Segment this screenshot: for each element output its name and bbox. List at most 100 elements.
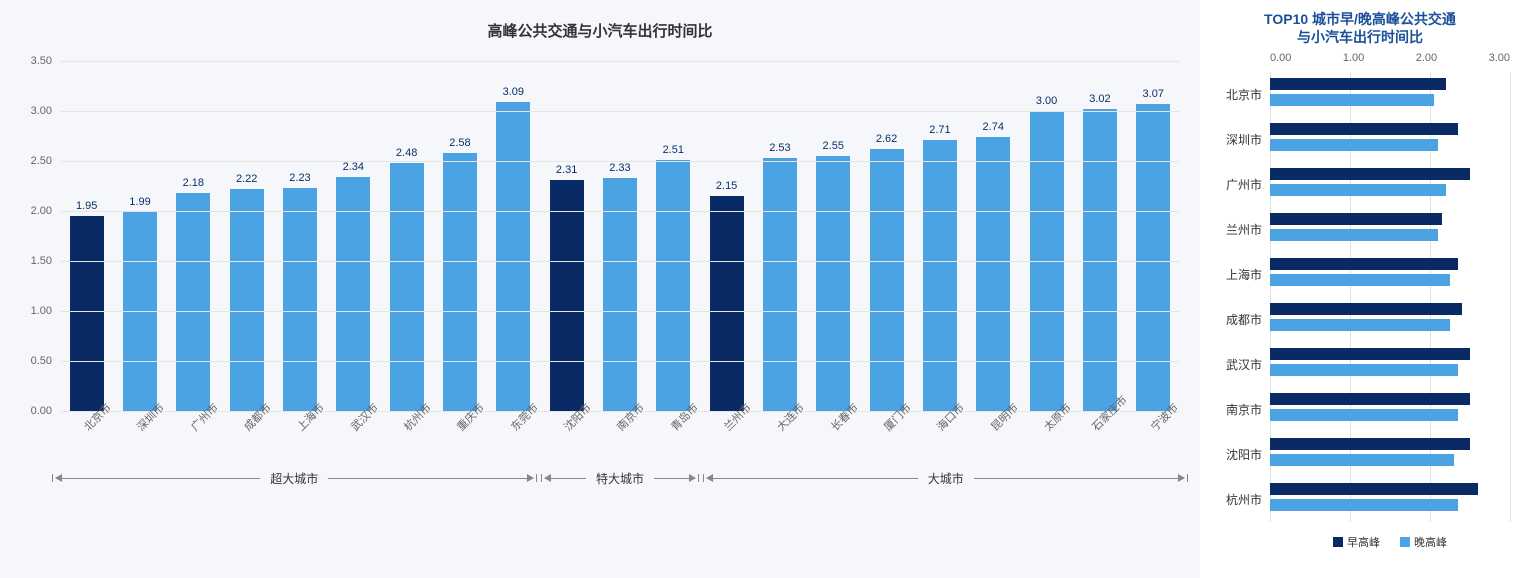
bar-rect (336, 177, 370, 411)
right-chart: 0.001.002.003.00 北京市深圳市广州市兰州市上海市成都市武汉市南京… (1200, 52, 1520, 552)
hbar-evening (1270, 409, 1458, 421)
bar-3: 2.22 (220, 61, 273, 411)
bar-5: 2.34 (327, 61, 380, 411)
right-title-line1: TOP10 城市早/晚高峰公共交通 (1264, 11, 1456, 27)
bar-rect (1083, 109, 1117, 411)
right-row-5: 成都市 (1200, 297, 1510, 342)
bar-value-label: 2.55 (823, 140, 844, 152)
bar-value-label: 2.71 (929, 124, 950, 136)
right-chart-panel: TOP10 城市早/晚高峰公共交通 与小汽车出行时间比 0.001.002.00… (1200, 0, 1530, 578)
bar-rect (176, 193, 210, 411)
group-label: 特大城市 (586, 470, 654, 487)
bar-rect (230, 189, 264, 411)
right-row-7: 南京市 (1200, 387, 1510, 432)
hbar-evening (1270, 319, 1450, 331)
grid-line (60, 311, 1180, 312)
right-legend: 早高峰 晚高峰 (1270, 532, 1510, 552)
group-bands: 超大城市特大城市大城市 (50, 460, 1190, 500)
right-ylabel: 成都市 (1200, 311, 1270, 328)
right-x-tick: 3.00 (1489, 52, 1510, 72)
right-row-9: 杭州市 (1200, 477, 1510, 522)
main-chart-title: 高峰公共交通与小汽车出行时间比 (10, 20, 1190, 41)
grid-line (60, 61, 1180, 62)
right-x-tick: 0.00 (1270, 52, 1291, 72)
bar-value-label: 2.51 (663, 144, 684, 156)
hbar-morning (1270, 393, 1470, 405)
legend-label-morning: 早高峰 (1347, 534, 1380, 550)
bar-9: 2.31 (540, 61, 593, 411)
y-tick-label: 0.00 (31, 405, 52, 417)
bar-1: 1.99 (113, 61, 166, 411)
bar-20: 3.07 (1127, 61, 1180, 411)
bar-rect (923, 140, 957, 411)
bar-value-label: 3.09 (503, 86, 524, 98)
right-x-tick: 2.00 (1416, 52, 1437, 72)
bar-12: 2.15 (700, 61, 753, 411)
y-axis: 0.000.501.001.502.002.503.003.50 (10, 61, 60, 411)
bar-rect (443, 153, 477, 411)
right-ylabel: 广州市 (1200, 176, 1270, 193)
hbar-morning (1270, 348, 1470, 360)
right-row-0: 北京市 (1200, 72, 1510, 117)
hbar-morning (1270, 168, 1470, 180)
bar-rect (550, 180, 584, 411)
y-tick-label: 0.50 (31, 355, 52, 367)
hbar-evening (1270, 499, 1458, 511)
bar-rect (816, 156, 850, 411)
bar-rect (870, 149, 904, 411)
bar-14: 2.55 (807, 61, 860, 411)
bar-18: 3.00 (1020, 61, 1073, 411)
hbar-morning (1270, 123, 1458, 135)
bar-rect (283, 188, 317, 411)
hbar-morning (1270, 78, 1446, 90)
right-ylabel: 沈阳市 (1200, 446, 1270, 463)
right-ylabel: 北京市 (1200, 86, 1270, 103)
legend-swatch-evening (1400, 537, 1410, 547)
y-tick-label: 1.50 (31, 255, 52, 267)
bar-rect (763, 158, 797, 411)
bar-value-label: 2.48 (396, 147, 417, 159)
bar-rect (1136, 104, 1170, 411)
hbar-evening (1270, 139, 1438, 151)
bar-value-label: 2.62 (876, 133, 897, 145)
bar-rect (603, 178, 637, 411)
legend-morning: 早高峰 (1333, 534, 1380, 550)
bar-value-label: 2.22 (236, 173, 257, 185)
bar-13: 2.53 (753, 61, 806, 411)
right-row-6: 武汉市 (1200, 342, 1510, 387)
bar-10: 2.33 (593, 61, 646, 411)
hbar-evening (1270, 94, 1434, 106)
group-band: 特大城市 (539, 460, 702, 490)
x-labels: 北京市深圳市广州市成都市上海市武汉市杭州市重庆市东莞市沈阳市南京市青岛市兰州市大… (60, 411, 1180, 427)
bars-container: 1.951.992.182.222.232.342.482.583.092.31… (60, 61, 1180, 411)
bar-rect (496, 102, 530, 411)
right-x-axis: 0.001.002.003.00 (1270, 52, 1510, 72)
bar-value-label: 2.58 (449, 137, 470, 149)
bar-19: 3.02 (1073, 61, 1126, 411)
y-tick-label: 2.00 (31, 205, 52, 217)
group-band: 大城市 (701, 460, 1190, 490)
bar-value-label: 2.34 (343, 161, 364, 173)
right-row-3: 兰州市 (1200, 207, 1510, 252)
grid-line (60, 161, 1180, 162)
hbar-morning (1270, 213, 1442, 225)
right-chart-title: TOP10 城市早/晚高峰公共交通 与小汽车出行时间比 (1200, 10, 1520, 46)
bar-value-label: 1.99 (129, 196, 150, 208)
legend-evening: 晚高峰 (1400, 534, 1447, 550)
bar-15: 2.62 (860, 61, 913, 411)
grid-line (60, 261, 1180, 262)
right-row-4: 上海市 (1200, 252, 1510, 297)
bar-rect (710, 196, 744, 411)
hbar-evening (1270, 274, 1450, 286)
bar-7: 2.58 (433, 61, 486, 411)
bar-rect (70, 216, 104, 411)
y-tick-label: 3.50 (31, 55, 52, 67)
bar-rect (976, 137, 1010, 411)
grid-line (60, 211, 1180, 212)
bar-6: 2.48 (380, 61, 433, 411)
bar-value-label: 2.23 (289, 172, 310, 184)
bar-value-label: 2.53 (769, 142, 790, 154)
hbar-morning (1270, 258, 1458, 270)
right-row-1: 深圳市 (1200, 117, 1510, 162)
bar-value-label: 2.18 (183, 177, 204, 189)
